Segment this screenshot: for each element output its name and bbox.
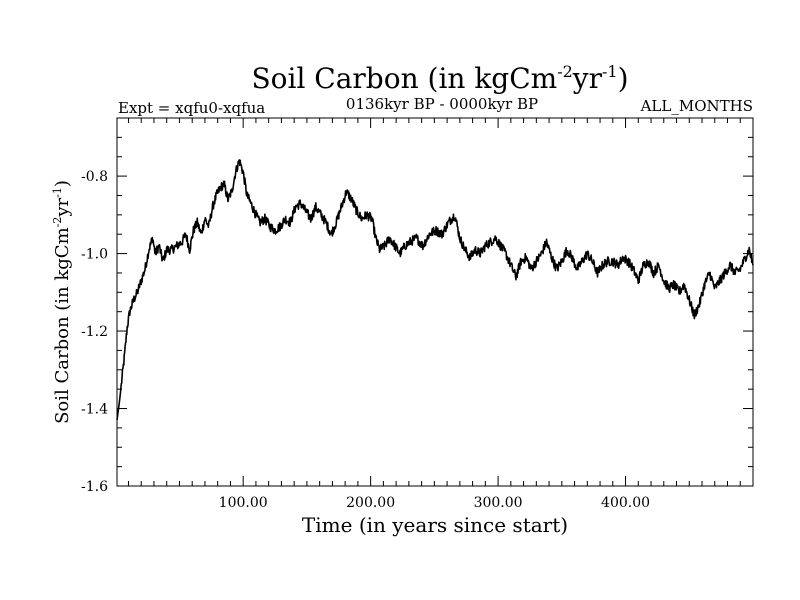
chart-title: Soil Carbon (in kgCm-2yr-1) [251,62,628,95]
series-line-soil-carbon [116,159,754,421]
y-tick-label: -0.8 [81,169,108,185]
y-axis-label-mid: yr [52,197,73,217]
y-axis-label-sup2: -1 [51,187,64,198]
x-tick-label: 200.00 [346,495,395,511]
y-axis-label-main: Soil Carbon (in kgCm [52,227,73,424]
chart-title-mid: yr [572,62,603,95]
chart-title-end: ) [618,62,629,95]
y-axis-label: Soil Carbon (in kgCm-2yr-1) [51,180,73,424]
y-axis-label-sup1: -2 [51,217,64,228]
chart-title-sup1: -2 [557,62,573,81]
chart-title-main: Soil Carbon (in kgCm [251,62,557,95]
chart-subtitle-center: 0136kyr BP - 0000kyr BP [346,95,538,113]
y-tick-label: -1.4 [81,402,108,418]
x-tick-label: 400.00 [601,495,650,511]
chart-subtitle-left: Expt = xqfu0-xqfua [118,99,265,117]
y-tick-label: -1.2 [81,324,108,340]
x-tick-label: 100.00 [219,495,268,511]
x-axis-label: Time (in years since start) [302,513,568,537]
x-axis-ticks: 100.00 200.00 300.00 400.00 [219,118,650,511]
y-tick-label: -1.0 [81,247,108,263]
y-axis-label-end: ) [52,180,73,187]
y-tick-label: -1.6 [81,479,108,495]
plot-frame [116,117,754,487]
x-tick-label: 300.00 [474,495,523,511]
minor-ticks [117,117,753,486]
chart-title-sup2: -1 [602,62,618,81]
chart-subtitle-right: ALL_MONTHS [640,97,753,115]
y-axis-ticks: -1.6 -1.4 -1.2 -1.0 -0.8 [81,169,753,495]
